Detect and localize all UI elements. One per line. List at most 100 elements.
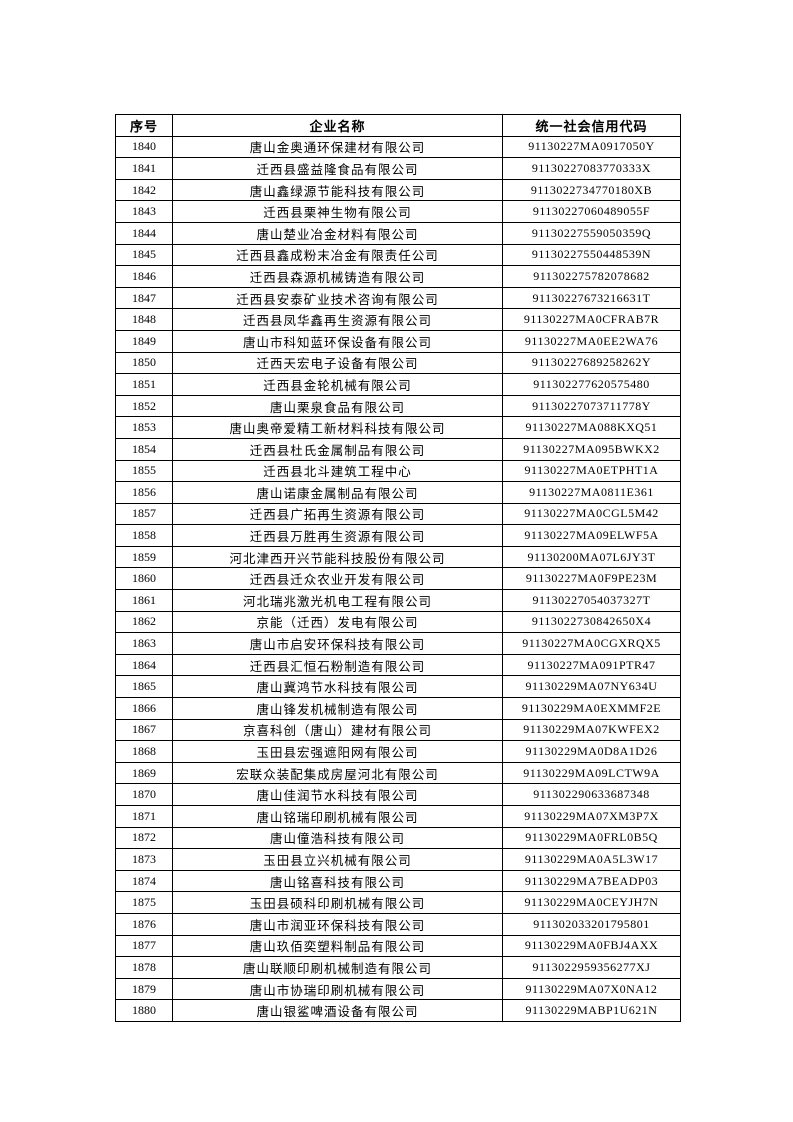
company-name: 唐山银鲨啤酒设备有限公司: [172, 999, 503, 1022]
serial-number: 1867: [115, 718, 173, 742]
company-name: 玉田县宏强遮阳网有限公司: [172, 740, 503, 763]
company-name: 唐山联顺印刷机械制造有限公司: [172, 956, 503, 979]
serial-number: 1877: [115, 934, 173, 958]
credit-code: 91130227MA0CGXRQX5: [502, 632, 681, 655]
table-row: 1863 唐山市启安环保科技有限公司 91130227MA0CGXRQX5: [115, 632, 681, 655]
serial-number: 1845: [115, 243, 173, 267]
table-row: 1871 唐山铭瑞印刷机械有限公司 91130229MA07XM3P7X: [115, 805, 681, 828]
credit-code: 91130227MA0F9PE23M: [502, 567, 681, 591]
table-row: 1846 迁西县森源机械铸造有限公司 911302275782078682: [115, 265, 681, 288]
credit-code: 91130200MA07L6JY3T: [502, 545, 681, 569]
column-header-credit-code: 统一社会信用代码: [502, 114, 681, 137]
table-row: 1851 迁西县金轮机械有限公司 911302277620575480: [115, 373, 681, 396]
credit-code: 91130227MA0917050Y: [502, 135, 681, 159]
serial-number: 1864: [115, 653, 173, 677]
serial-number: 1874: [115, 869, 173, 893]
company-name: 迁西县安泰矿业技术咨询有限公司: [172, 286, 503, 310]
serial-number: 1879: [115, 977, 173, 1001]
company-name: 迁西县万胜再生资源有限公司: [172, 524, 503, 547]
serial-number: 1858: [115, 524, 173, 547]
table-row: 1861 河北瑞兆激光机电工程有限公司 91130227054037327T: [115, 589, 681, 612]
company-name: 唐山鑫绿源节能科技有限公司: [172, 178, 503, 202]
credit-code: 91130227673216631T: [502, 286, 681, 310]
credit-code: 91130227559050359Q: [502, 221, 681, 245]
company-name: 河北津西开兴节能科技股份有限公司: [172, 545, 503, 569]
company-name: 迁西县凤华鑫再生资源有限公司: [172, 308, 503, 331]
table-row: 1842 唐山鑫绿源节能科技有限公司 9113022734770180XB: [115, 178, 681, 202]
credit-code: 91130227MA088KXQ51: [502, 416, 681, 439]
table-row: 1840 唐山金奥通环保建材有限公司 91130227MA0917050Y: [115, 135, 681, 159]
company-name: 玉田县硕科印刷机械有限公司: [172, 891, 503, 914]
company-name: 迁西县迁众农业开发有限公司: [172, 567, 503, 591]
serial-number: 1846: [115, 265, 173, 288]
serial-number: 1880: [115, 999, 173, 1022]
table-row: 1873 玉田县立兴机械有限公司 91130229MA0A5L3W17: [115, 848, 681, 871]
table-row: 1853 唐山奥帝爱精工新材料科技有限公司 91130227MA088KXQ51: [115, 416, 681, 439]
credit-code: 91130227689258262Y: [502, 351, 681, 375]
serial-number: 1862: [115, 610, 173, 634]
serial-number: 1865: [115, 675, 173, 699]
credit-code: 91130229MA0FRL0B5Q: [502, 826, 681, 850]
table-row: 1860 迁西县迁众农业开发有限公司 91130227MA0F9PE23M: [115, 567, 681, 591]
table-row: 1854 迁西县杜氏金属制品有限公司 91130227MA095BWKX2: [115, 437, 681, 461]
company-name: 唐山市润亚环保科技有限公司: [172, 912, 503, 936]
credit-code: 911302277620575480: [502, 373, 681, 396]
serial-number: 1869: [115, 761, 173, 785]
table-row: 1857 迁西县广拓再生资源有限公司 91130227MA0CGL5M42: [115, 502, 681, 526]
table-row: 1850 迁西天宏电子设备有限公司 91130227689258262Y: [115, 351, 681, 375]
credit-code: 91130229MABP1U621N: [502, 999, 681, 1022]
table-row: 1869 宏联众装配集成房屋河北有限公司 91130229MA09LCTW9A: [115, 761, 681, 785]
table-row: 1874 唐山铭喜科技有限公司 91130229MA7BEADP03: [115, 869, 681, 893]
table-row: 1847 迁西县安泰矿业技术咨询有限公司 91130227673216631T: [115, 286, 681, 310]
table-row: 1852 唐山栗泉食品有限公司 91130227073711778Y: [115, 394, 681, 418]
table-row: 1878 唐山联顺印刷机械制造有限公司 9113022959356277XJ: [115, 956, 681, 979]
credit-code: 91130227MA0811E361: [502, 481, 681, 504]
table-row: 1879 唐山市协瑞印刷机械有限公司 91130229MA07X0NA12: [115, 977, 681, 1001]
table-row: 1855 迁西县北斗建筑工程中心 91130227MA0ETPHT1A: [115, 459, 681, 483]
credit-code: 91130227MA0CGL5M42: [502, 502, 681, 526]
table-row: 1876 唐山市润亚环保科技有限公司 911302033201795801: [115, 912, 681, 936]
table-row: 1856 唐山诺康金属制品有限公司 91130227MA0811E361: [115, 481, 681, 504]
credit-code: 91130227083770333X: [502, 157, 681, 180]
credit-code: 91130229MA07KWFEX2: [502, 718, 681, 742]
credit-code: 91130227054037327T: [502, 589, 681, 612]
company-name: 唐山诺康金属制品有限公司: [172, 481, 503, 504]
serial-number: 1859: [115, 545, 173, 569]
credit-code: 9113022959356277XJ: [502, 956, 681, 979]
serial-number: 1871: [115, 805, 173, 828]
company-name: 迁西县盛益隆食品有限公司: [172, 157, 503, 180]
company-name: 唐山佳润节水科技有限公司: [172, 783, 503, 806]
company-name: 唐山市协瑞印刷机械有限公司: [172, 977, 503, 1001]
credit-code: 91130229MA07XM3P7X: [502, 805, 681, 828]
serial-number: 1873: [115, 848, 173, 871]
company-name: 宏联众装配集成房屋河北有限公司: [172, 761, 503, 785]
table-row: 1864 迁西县汇恒石粉制造有限公司 91130227MA091PTR47: [115, 653, 681, 677]
serial-number: 1855: [115, 459, 173, 483]
credit-code: 91130229MA07X0NA12: [502, 977, 681, 1001]
company-name: 迁西天宏电子设备有限公司: [172, 351, 503, 375]
credit-code: 91130227MA095BWKX2: [502, 437, 681, 461]
column-header-serial: 序号: [115, 114, 173, 137]
credit-code: 91130229MA0CEYJH7N: [502, 891, 681, 914]
column-header-company-name: 企业名称: [172, 114, 503, 137]
table-row: 1870 唐山佳润节水科技有限公司 911302290633687348: [115, 783, 681, 806]
credit-code: 911302275782078682: [502, 265, 681, 288]
company-name: 河北瑞兆激光机电工程有限公司: [172, 589, 503, 612]
table-row: 1868 玉田县宏强遮阳网有限公司 91130229MA0D8A1D26: [115, 740, 681, 763]
company-name: 唐山锋发机械制造有限公司: [172, 697, 503, 720]
serial-number: 1868: [115, 740, 173, 763]
company-name: 唐山栗泉食品有限公司: [172, 394, 503, 418]
credit-code: 91130229MA0EXMMF2E: [502, 697, 681, 720]
serial-number: 1843: [115, 200, 173, 223]
serial-number: 1848: [115, 308, 173, 331]
table-row: 1865 唐山冀鸿节水科技有限公司 91130229MA07NY634U: [115, 675, 681, 699]
serial-number: 1872: [115, 826, 173, 850]
company-name: 唐山市启安环保科技有限公司: [172, 632, 503, 655]
serial-number: 1841: [115, 157, 173, 180]
company-name: 迁西县栗神生物有限公司: [172, 200, 503, 223]
serial-number: 1870: [115, 783, 173, 806]
company-name: 唐山奥帝爱精工新材料科技有限公司: [172, 416, 503, 439]
serial-number: 1860: [115, 567, 173, 591]
table-row: 1845 迁西县鑫成粉末冶金有限责任公司 91130227550448539N: [115, 243, 681, 267]
company-name: 玉田县立兴机械有限公司: [172, 848, 503, 871]
